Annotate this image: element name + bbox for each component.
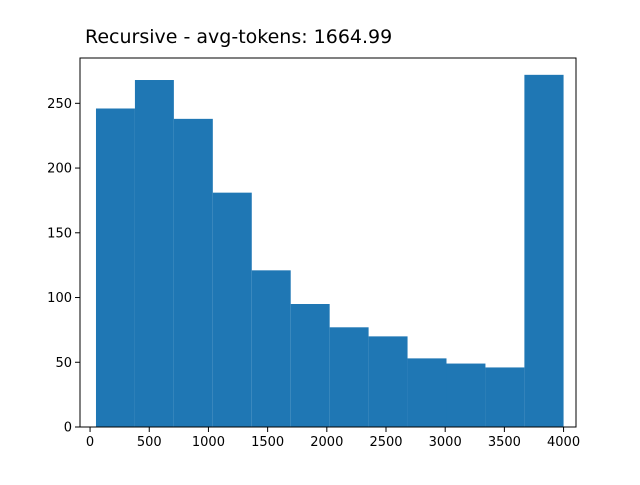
- histogram-bar-4: [251, 270, 291, 427]
- histogram-bar-11: [524, 74, 564, 428]
- histogram-bar-8: [407, 358, 447, 427]
- x-tick-label-2: 1000: [192, 435, 225, 450]
- histogram-bar-3: [212, 192, 252, 427]
- y-tick-label-0: 0: [64, 421, 72, 436]
- histogram-bar-1: [134, 80, 174, 427]
- y-tick-label-5: 250: [47, 97, 72, 112]
- bars-layer: [95, 74, 564, 428]
- y-axis: 0 50 100 150 200 250: [47, 97, 80, 436]
- histogram-bar-10: [485, 367, 525, 427]
- histogram-bar-2: [173, 118, 213, 427]
- x-tick-label-5: 2500: [369, 435, 402, 450]
- x-tick-label-7: 3500: [488, 435, 521, 450]
- x-tick-label-6: 3000: [429, 435, 462, 450]
- x-tick-label-4: 2000: [310, 435, 343, 450]
- x-axis: 0 500 1000 1500 2000 2500 3000 3500 4000: [86, 427, 580, 450]
- histogram-bar-6: [329, 327, 369, 427]
- histogram-bar-9: [446, 363, 486, 427]
- chart-title: Recursive - avg-tokens: 1664.99: [85, 26, 392, 48]
- y-tick-label-3: 150: [47, 226, 72, 241]
- histogram-bar-0: [95, 108, 135, 427]
- x-tick-label-0: 0: [86, 435, 94, 450]
- plot-frame: [79, 57, 577, 428]
- y-tick-label-1: 50: [55, 356, 72, 371]
- histogram-bar-7: [368, 336, 408, 427]
- histogram-bar-5: [290, 304, 330, 427]
- y-tick-label-4: 200: [47, 162, 72, 177]
- x-tick-label-8: 4000: [547, 435, 580, 450]
- x-tick-label-1: 500: [137, 435, 162, 450]
- y-tick-label-2: 100: [47, 291, 72, 306]
- x-tick-label-3: 1500: [251, 435, 284, 450]
